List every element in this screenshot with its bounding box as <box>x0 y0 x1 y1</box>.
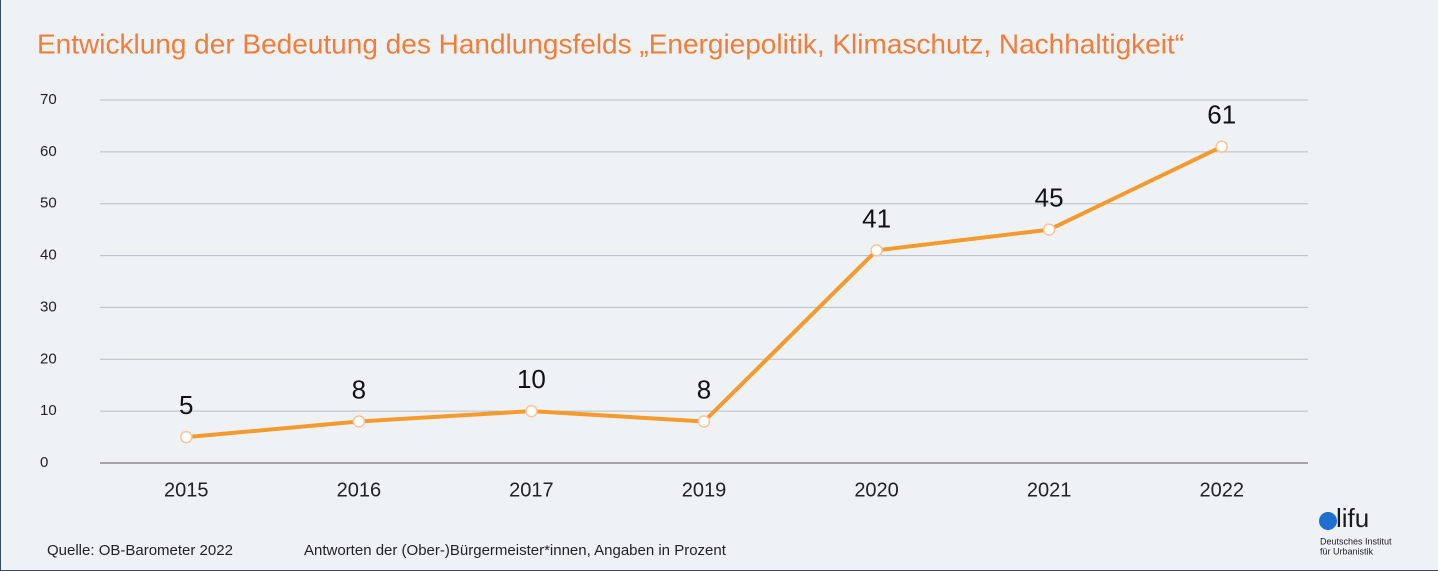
note: Antworten der (Ober-)Bürgermeister*innen… <box>304 542 727 559</box>
y-tick-label: 60 <box>40 143 57 160</box>
point <box>870 244 883 257</box>
y-tick-label: 0 <box>40 454 48 471</box>
x-tick-label: 2017 <box>509 479 554 501</box>
data-label: 8 <box>352 374 366 404</box>
logo-line: Deutsches Institut <box>1320 536 1392 546</box>
x-tick-label: 2019 <box>682 479 727 501</box>
point <box>1042 223 1056 236</box>
y-tick-label: 30 <box>40 298 57 315</box>
source: Quelle: OB-Barometer 2022 <box>47 542 233 559</box>
x-tick-label: 2016 <box>337 479 382 501</box>
y-tick-label: 10 <box>40 402 57 419</box>
point <box>525 404 538 418</box>
data-label: 8 <box>697 374 711 404</box>
data-label: 41 <box>862 203 891 233</box>
data-label: 5 <box>179 390 193 420</box>
y-tick-label: 70 <box>40 91 57 108</box>
x-tick-label: 2021 <box>1027 479 1072 501</box>
x-tick-label: 2022 <box>1199 479 1244 501</box>
point <box>697 415 711 428</box>
point <box>180 430 193 444</box>
point <box>352 415 366 428</box>
x-tick-label: 2015 <box>164 479 209 501</box>
logo-text: lifu <box>1336 503 1369 533</box>
logo-line: für Urbanistik <box>1320 546 1374 556</box>
y-tick-label: 40 <box>40 247 57 264</box>
data-label: 61 <box>1207 100 1236 130</box>
point <box>1215 140 1228 153</box>
data-label: 10 <box>517 364 546 394</box>
data-label: 45 <box>1035 183 1064 213</box>
chart-title: Entwicklung der Bedeutung des Handlungsf… <box>37 28 1184 59</box>
y-tick-label: 50 <box>40 195 57 212</box>
logo-dot <box>1319 512 1337 530</box>
y-tick-label: 20 <box>40 350 57 367</box>
x-tick-label: 2020 <box>854 479 899 501</box>
